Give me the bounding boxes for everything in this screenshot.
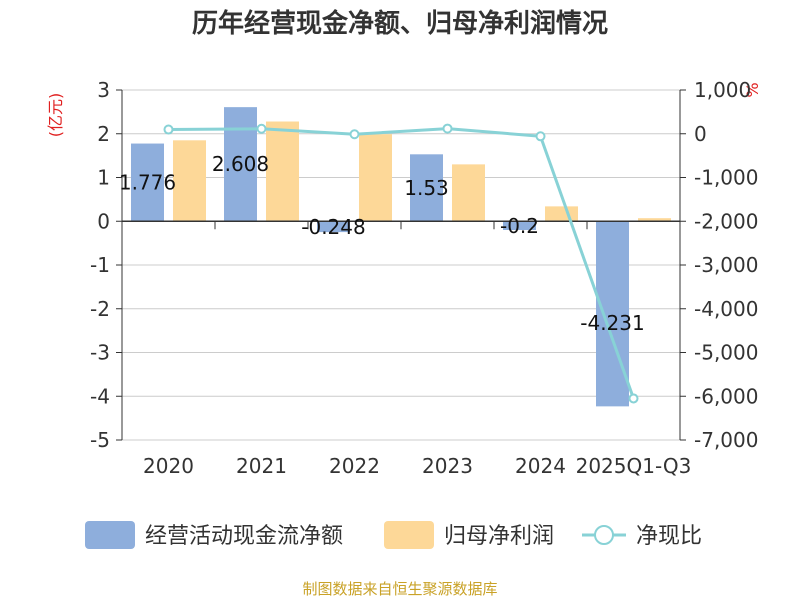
- cash-bar: [224, 107, 257, 222]
- ratio-line: [163, 123, 639, 404]
- chart-title: 历年经营现金净额、归母净利润情况: [192, 8, 608, 39]
- cash-bar: [131, 143, 164, 222]
- left-axis-unit: (亿元): [46, 93, 65, 138]
- legend-label-0: 经营活动现金流净额: [145, 524, 343, 549]
- left-tick-label: 3: [97, 78, 110, 102]
- legend-label-2: 净现比: [636, 524, 702, 549]
- cash-bar: [503, 221, 536, 230]
- cash-data-label: -0.248: [301, 215, 365, 239]
- cash-bar: [410, 154, 443, 222]
- legend-label-1: 归母净利润: [444, 524, 554, 549]
- ratio-point: [349, 129, 360, 140]
- legend-swatch-1: [384, 521, 434, 549]
- x-tick-label: 2022: [329, 454, 380, 478]
- cash-bar: [317, 221, 350, 233]
- left-tick-label: -3: [90, 341, 110, 365]
- legend: 经营活动现金流净额 归母净利润 净现比: [85, 521, 702, 549]
- right-tick-label: -5,000: [694, 341, 758, 365]
- source-note: 制图数据来自恒生聚源数据库: [302, 580, 497, 598]
- data-labels: 1.776 2.608 -0.248 1.53 -0.2 -4.231: [119, 152, 645, 335]
- x-tick-label: 2024: [515, 454, 566, 478]
- legend-swatch-0: [85, 521, 135, 549]
- left-tick-label: -5: [90, 428, 110, 452]
- ratio-point: [442, 123, 453, 134]
- left-tick-label: 0: [97, 209, 110, 233]
- ratio-point: [256, 123, 267, 134]
- left-tick-label: 1: [97, 166, 110, 190]
- right-tick-label: -1,000: [694, 166, 758, 190]
- axes: 3 2 1 0 -1 -2 -3 -4 -5 1,000 0 -1,000 -2,000 -3,000 -4…: [90, 78, 758, 478]
- left-tick-label: -1: [90, 253, 110, 277]
- left-tick-label: -2: [90, 297, 110, 321]
- profit-bar: [359, 134, 392, 222]
- x-tick-label: 2021: [236, 454, 287, 478]
- cash-data-label: 2.608: [212, 152, 269, 176]
- legend-point-swatch: [594, 525, 614, 545]
- right-tick-label: -6,000: [694, 384, 758, 408]
- left-tick-label: 2: [97, 122, 110, 146]
- cash-data-label: 1.53: [404, 176, 449, 200]
- ratio-series-line: [168, 127, 635, 399]
- right-tick-label: -7,000: [694, 428, 758, 452]
- right-tick-label: -3,000: [694, 253, 758, 277]
- cash-bar: [596, 221, 629, 407]
- right-axis-unit: %: [743, 82, 762, 97]
- cash-data-label: -0.2: [500, 214, 539, 238]
- profit-bar: [452, 164, 485, 222]
- right-tick-label: 1,000: [694, 78, 751, 102]
- right-tick-label: 0: [694, 122, 707, 146]
- bars: [131, 107, 671, 407]
- cash-data-label: -4.231: [580, 311, 644, 335]
- ratio-point: [163, 124, 174, 135]
- profit-bar: [545, 206, 578, 222]
- profit-bar: [173, 140, 206, 222]
- profit-bar: [638, 218, 671, 222]
- cash-data-label: 1.776: [119, 170, 176, 194]
- ratio-point: [628, 393, 639, 404]
- profit-bar: [266, 121, 299, 222]
- right-tick-label: -2,000: [694, 209, 758, 233]
- ratio-point: [535, 131, 546, 142]
- x-tick-label: 2025Q1-Q3: [576, 454, 692, 478]
- left-tick-label: -4: [90, 384, 110, 408]
- x-tick-label: 2023: [422, 454, 473, 478]
- right-tick-label: -4,000: [694, 297, 758, 321]
- x-tick-label: 2020: [143, 454, 194, 478]
